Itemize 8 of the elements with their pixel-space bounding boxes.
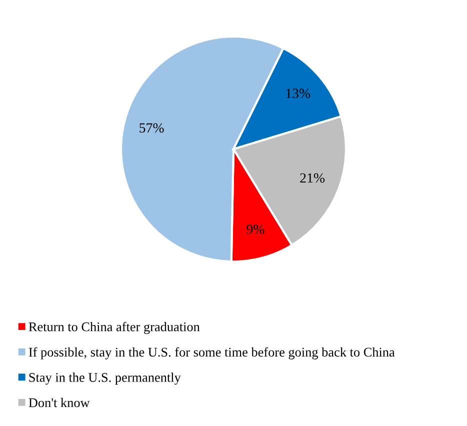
data-label: 21% bbox=[300, 173, 325, 183]
legend-label: Return to China after graduation bbox=[28, 322, 200, 334]
data-label: 13% bbox=[286, 88, 310, 98]
legend-label: Don't know bbox=[28, 398, 90, 408]
legend-label: If possible, stay in the U.S. for some time before going back to China bbox=[28, 347, 395, 360]
data-label: 9% bbox=[246, 224, 264, 234]
legend-label: Stay in the U.S. permanently bbox=[29, 372, 181, 385]
data-label: 57% bbox=[140, 123, 164, 133]
